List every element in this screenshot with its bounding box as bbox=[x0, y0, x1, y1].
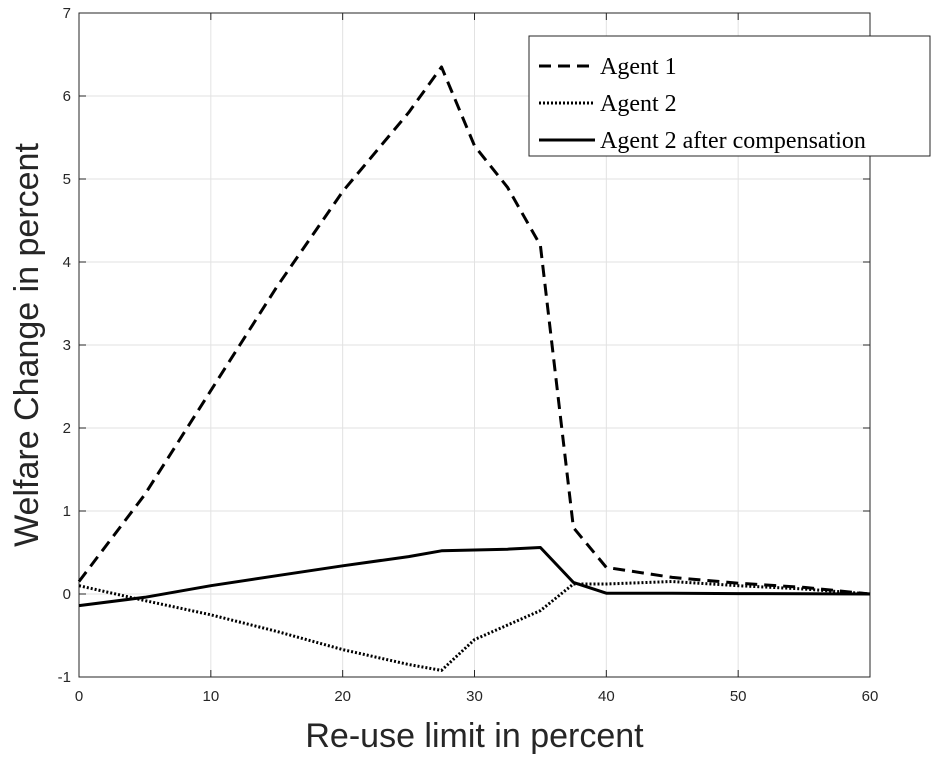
y-tick-label: 3 bbox=[63, 337, 71, 354]
legend-label-1: Agent 1 bbox=[600, 54, 677, 80]
x-tick-label: 40 bbox=[598, 688, 615, 705]
legend-label-2: Agent 2 bbox=[600, 91, 677, 117]
series-line-3 bbox=[78, 546, 871, 608]
series-line-1 bbox=[77, 65, 871, 596]
y-tick-label: 1 bbox=[63, 503, 71, 520]
x-tick-label: 50 bbox=[730, 688, 747, 705]
legend-box bbox=[528, 35, 931, 157]
series-lines bbox=[77, 65, 871, 672]
y-tick-label: 0 bbox=[63, 586, 71, 603]
x-tick-label: 0 bbox=[75, 688, 83, 705]
y-tick-label: 7 bbox=[63, 5, 71, 22]
legend: Agent 1 Agent 2 Agent 2 after compensation bbox=[528, 35, 931, 157]
y-tick-label: 6 bbox=[63, 88, 71, 105]
legend-label-3: Agent 2 after compensation bbox=[600, 128, 866, 154]
y-tick-label: 5 bbox=[63, 171, 71, 188]
x-tick-label: 10 bbox=[202, 688, 219, 705]
x-axis-label: Re-use limit in percent bbox=[305, 717, 644, 755]
series-line-2 bbox=[78, 580, 871, 672]
x-tick-label: 30 bbox=[466, 688, 483, 705]
x-tick-label: 60 bbox=[862, 688, 879, 705]
x-tick-label: 20 bbox=[334, 688, 351, 705]
y-tick-label: 4 bbox=[63, 254, 71, 271]
grid bbox=[79, 13, 870, 677]
y-tick-label: 2 bbox=[63, 420, 71, 437]
y-axis-label: Welfare Change in percent bbox=[8, 143, 46, 547]
y-tick-label: -1 bbox=[58, 669, 71, 686]
